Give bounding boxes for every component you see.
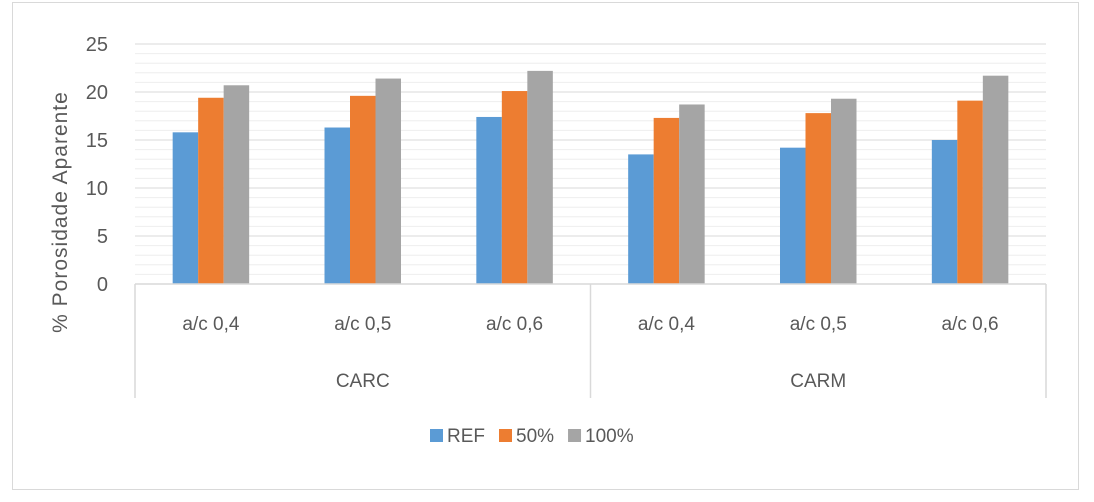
group-label: CARM (790, 371, 846, 392)
category-label: a/c 0,5 (790, 314, 847, 335)
category-label: a/c 0,6 (486, 314, 543, 335)
y-tick-label: 20 (86, 82, 108, 104)
y-tick-label: 25 (86, 34, 108, 56)
gridlines (135, 43, 1046, 275)
legend-swatch (499, 429, 512, 442)
category-label: a/c 0,5 (334, 314, 391, 335)
bar-ref (628, 154, 654, 284)
category-label: a/c 0,6 (942, 314, 999, 335)
y-tick-label: 15 (86, 130, 108, 152)
bars (172, 70, 1009, 285)
category-labels: a/c 0,4 a/c 0,5 a/c 0,6 a/c 0,4 a/c 0,5 a/c 0… (182, 314, 998, 335)
bar-100pct (831, 98, 857, 284)
y-tick-labels: 0 5 10 15 20 25 (86, 34, 108, 296)
bar-50pct (957, 100, 983, 284)
bar-50pct (805, 113, 831, 285)
bar-100pct (527, 70, 553, 284)
y-axis-title: % Porosidade Aparente (49, 91, 72, 333)
legend-swatch (430, 429, 443, 442)
bar-50pct (198, 97, 224, 284)
bar-50pct (350, 95, 376, 284)
legend: REF 50% 100% (430, 426, 634, 447)
bar-ref (780, 147, 806, 284)
bar-100pct (679, 104, 705, 284)
bar-100pct (982, 75, 1009, 285)
group-label: CARC (336, 371, 390, 392)
y-tick-label: 0 (97, 274, 108, 296)
bar-ref (476, 116, 502, 285)
legend-label: REF (447, 426, 485, 447)
bar-ref (324, 127, 350, 285)
bar-ref (931, 140, 958, 284)
y-tick-label: 5 (97, 226, 108, 248)
bar-100pct (223, 85, 250, 284)
legend-swatch (568, 429, 582, 442)
bar-100pct (375, 78, 401, 284)
bar-50pct (653, 117, 680, 284)
axes (134, 283, 1047, 398)
bar-ref (172, 132, 199, 284)
legend-label: 50% (516, 426, 554, 447)
group-labels: CARC CARM (336, 371, 846, 392)
bar-50pct (501, 91, 528, 284)
legend-label: 100% (585, 426, 634, 447)
category-label: a/c 0,4 (638, 314, 695, 335)
y-tick-label: 10 (86, 178, 108, 200)
category-label: a/c 0,4 (182, 314, 239, 335)
